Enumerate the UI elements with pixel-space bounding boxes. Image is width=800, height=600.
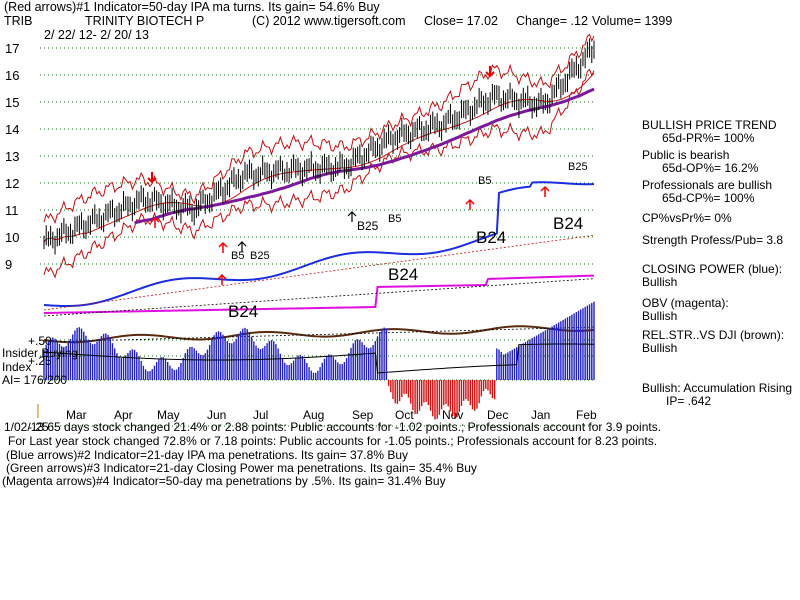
- lower-band: [43, 68, 595, 279]
- signal-label-b5: B5: [478, 175, 491, 187]
- ai-label: AI= 176/200: [2, 373, 68, 387]
- change-value: Change= .12: [516, 14, 588, 28]
- price-tick-label: 16: [5, 68, 19, 83]
- red-arrow-up: [217, 273, 227, 285]
- month-label: Apr: [114, 408, 133, 422]
- closing-power-value: Bullish: [642, 275, 678, 289]
- month-label: Feb: [576, 408, 597, 422]
- strength-value: Strength Profess/Pub= 3.8: [642, 233, 784, 247]
- red-arrow-down: [147, 172, 157, 184]
- red-arrow-up: [465, 198, 475, 210]
- month-label: Jan: [531, 408, 550, 422]
- month-label: Dec: [487, 408, 508, 422]
- obv-ma: [43, 278, 595, 317]
- footer-line1: 1/02/13 65 days stock changed 21.4% or 2…: [4, 420, 662, 434]
- closing-power-ma: [43, 234, 595, 311]
- signal-label-b24: B24: [553, 214, 583, 233]
- cp-vs-pr: CP%vsPr%= 0%: [642, 211, 732, 225]
- price-tick-label: 10: [5, 230, 19, 245]
- public-title: Public is bearish: [642, 148, 730, 162]
- red-arrow-up: [218, 241, 228, 253]
- black-arrow-up: [237, 241, 247, 252]
- footer-line3: (Blue arrows)#2 Indicator=21-day IPA ma …: [6, 448, 408, 462]
- signal-label-b5: B5: [388, 213, 401, 225]
- copyright: (C) 2012 www.tigersoft.com: [252, 14, 406, 28]
- ticker: TRIB: [4, 14, 33, 28]
- obv-value: Bullish: [642, 309, 678, 323]
- pr-value: 65d-PR%= 100%: [662, 131, 755, 145]
- signal-label-b24: B24: [388, 265, 418, 284]
- obv-line: [43, 274, 595, 314]
- closing-power-title: CLOSING POWER (blue):: [642, 262, 783, 276]
- price-tick-label: 13: [5, 149, 19, 164]
- accum-tick-plus25: +.25: [28, 354, 52, 368]
- signal-label-b25: B25: [357, 219, 379, 233]
- obv-title: OBV (magenta):: [642, 296, 729, 310]
- price-tick-label: 14: [5, 122, 19, 137]
- relstr-ma: [43, 326, 595, 343]
- accum-tick-minus25: -.25: [28, 420, 49, 434]
- red-arrow-up: [150, 216, 160, 228]
- relstr-value: Bullish: [642, 341, 678, 355]
- accum-tick-plus50: +.50: [28, 334, 52, 348]
- relstr-title: REL.STR..VS DJI (brown):: [642, 328, 785, 342]
- signal-label-b25: B25: [250, 250, 270, 262]
- indicator1-text: (Red arrows)#1 Indicator=50-day IPA ma t…: [4, 0, 380, 14]
- month-label: Oct: [395, 408, 414, 422]
- accum-ma: [43, 343, 595, 374]
- price-tick-label: 15: [5, 95, 19, 110]
- month-label: Sep: [352, 408, 374, 422]
- cp-value: 65d-CP%= 100%: [662, 191, 755, 205]
- price-tick-label: 11: [5, 203, 19, 218]
- index-label: Index: [2, 360, 32, 374]
- relstr-line: [43, 325, 595, 344]
- red-arrow-up: [540, 185, 550, 197]
- signal-label-b25: B25: [568, 161, 588, 173]
- price-tick-label: 9: [5, 257, 12, 272]
- signal-label-b5: B5: [231, 250, 244, 262]
- red-arrow-down: [485, 66, 495, 78]
- month-label: Aug: [303, 408, 324, 422]
- month-label: May: [157, 408, 180, 422]
- month-label: Jul: [253, 408, 268, 422]
- price-tick-label: 17: [5, 41, 19, 56]
- footer-line5: (Magenta arrows)#4 Indicator=50-day ma p…: [2, 474, 446, 488]
- op-value: 65d-OP%= 16.2%: [662, 161, 759, 175]
- date-range: 2/ 22/ 12- 2/ 20/ 13: [44, 28, 149, 42]
- pros-title: Professionals are bullish: [642, 178, 773, 192]
- closing-power-line: [43, 181, 595, 308]
- accum-text: Bullish: Accumulation Rising: [642, 381, 793, 395]
- insider-label: Insider Buying: [2, 346, 79, 360]
- close-value: Close= 17.02: [424, 14, 499, 28]
- month-label: Mar: [66, 408, 87, 422]
- ma21-line: [43, 72, 595, 243]
- black-arrow-up: [347, 211, 357, 222]
- signal-label-b24: B24: [228, 302, 258, 321]
- volume-value: Volume= 1399: [592, 14, 673, 28]
- footer-line4: (Green arrows)#3 Indicator=21-day Closin…: [6, 461, 477, 475]
- ip-value: IP= .642: [666, 394, 712, 408]
- trend-title: BULLISH PRICE TREND: [642, 118, 777, 132]
- footer-line2: For Last year stock changed 72.8% or 7.1…: [8, 434, 658, 448]
- signal-label-b24: B24: [476, 228, 506, 247]
- company-name: TRINITY BIOTECH P: [85, 14, 205, 28]
- price-tick-label: 12: [5, 176, 19, 191]
- upper-band: [43, 33, 595, 225]
- month-label: Jun: [207, 408, 226, 422]
